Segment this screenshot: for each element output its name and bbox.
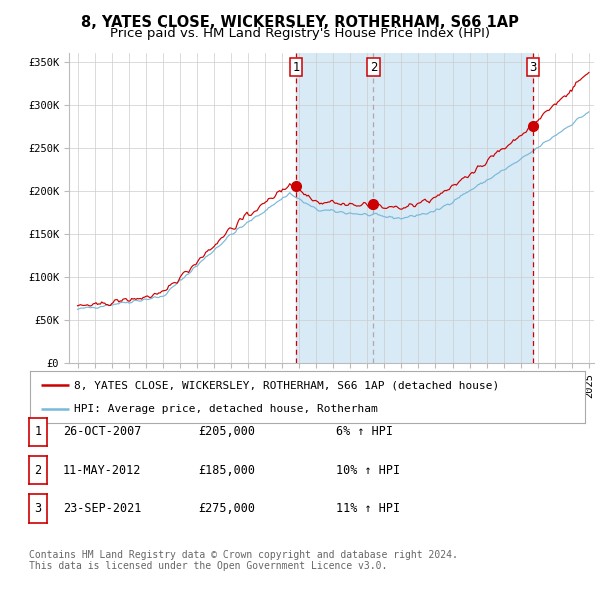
Text: 1: 1 xyxy=(292,61,300,74)
Text: HPI: Average price, detached house, Rotherham: HPI: Average price, detached house, Roth… xyxy=(74,404,378,414)
Text: 3: 3 xyxy=(529,61,537,74)
Text: £275,000: £275,000 xyxy=(198,502,255,515)
Text: 2: 2 xyxy=(34,464,41,477)
Text: 23-SEP-2021: 23-SEP-2021 xyxy=(63,502,142,515)
Text: 3: 3 xyxy=(34,502,41,515)
Text: 11-MAY-2012: 11-MAY-2012 xyxy=(63,464,142,477)
Text: 1: 1 xyxy=(34,425,41,438)
Text: 11% ↑ HPI: 11% ↑ HPI xyxy=(336,502,400,515)
Text: 8, YATES CLOSE, WICKERSLEY, ROTHERHAM, S66 1AP (detached house): 8, YATES CLOSE, WICKERSLEY, ROTHERHAM, S… xyxy=(74,380,500,390)
Text: 26-OCT-2007: 26-OCT-2007 xyxy=(63,425,142,438)
Text: Contains HM Land Registry data © Crown copyright and database right 2024.
This d: Contains HM Land Registry data © Crown c… xyxy=(29,550,458,572)
Text: 2: 2 xyxy=(370,61,377,74)
Text: £185,000: £185,000 xyxy=(198,464,255,477)
Text: 8, YATES CLOSE, WICKERSLEY, ROTHERHAM, S66 1AP: 8, YATES CLOSE, WICKERSLEY, ROTHERHAM, S… xyxy=(81,15,519,30)
Bar xyxy=(296,53,373,363)
Text: 6% ↑ HPI: 6% ↑ HPI xyxy=(336,425,393,438)
Text: £205,000: £205,000 xyxy=(198,425,255,438)
Bar xyxy=(373,53,533,363)
Text: Price paid vs. HM Land Registry's House Price Index (HPI): Price paid vs. HM Land Registry's House … xyxy=(110,27,490,40)
Text: 10% ↑ HPI: 10% ↑ HPI xyxy=(336,464,400,477)
